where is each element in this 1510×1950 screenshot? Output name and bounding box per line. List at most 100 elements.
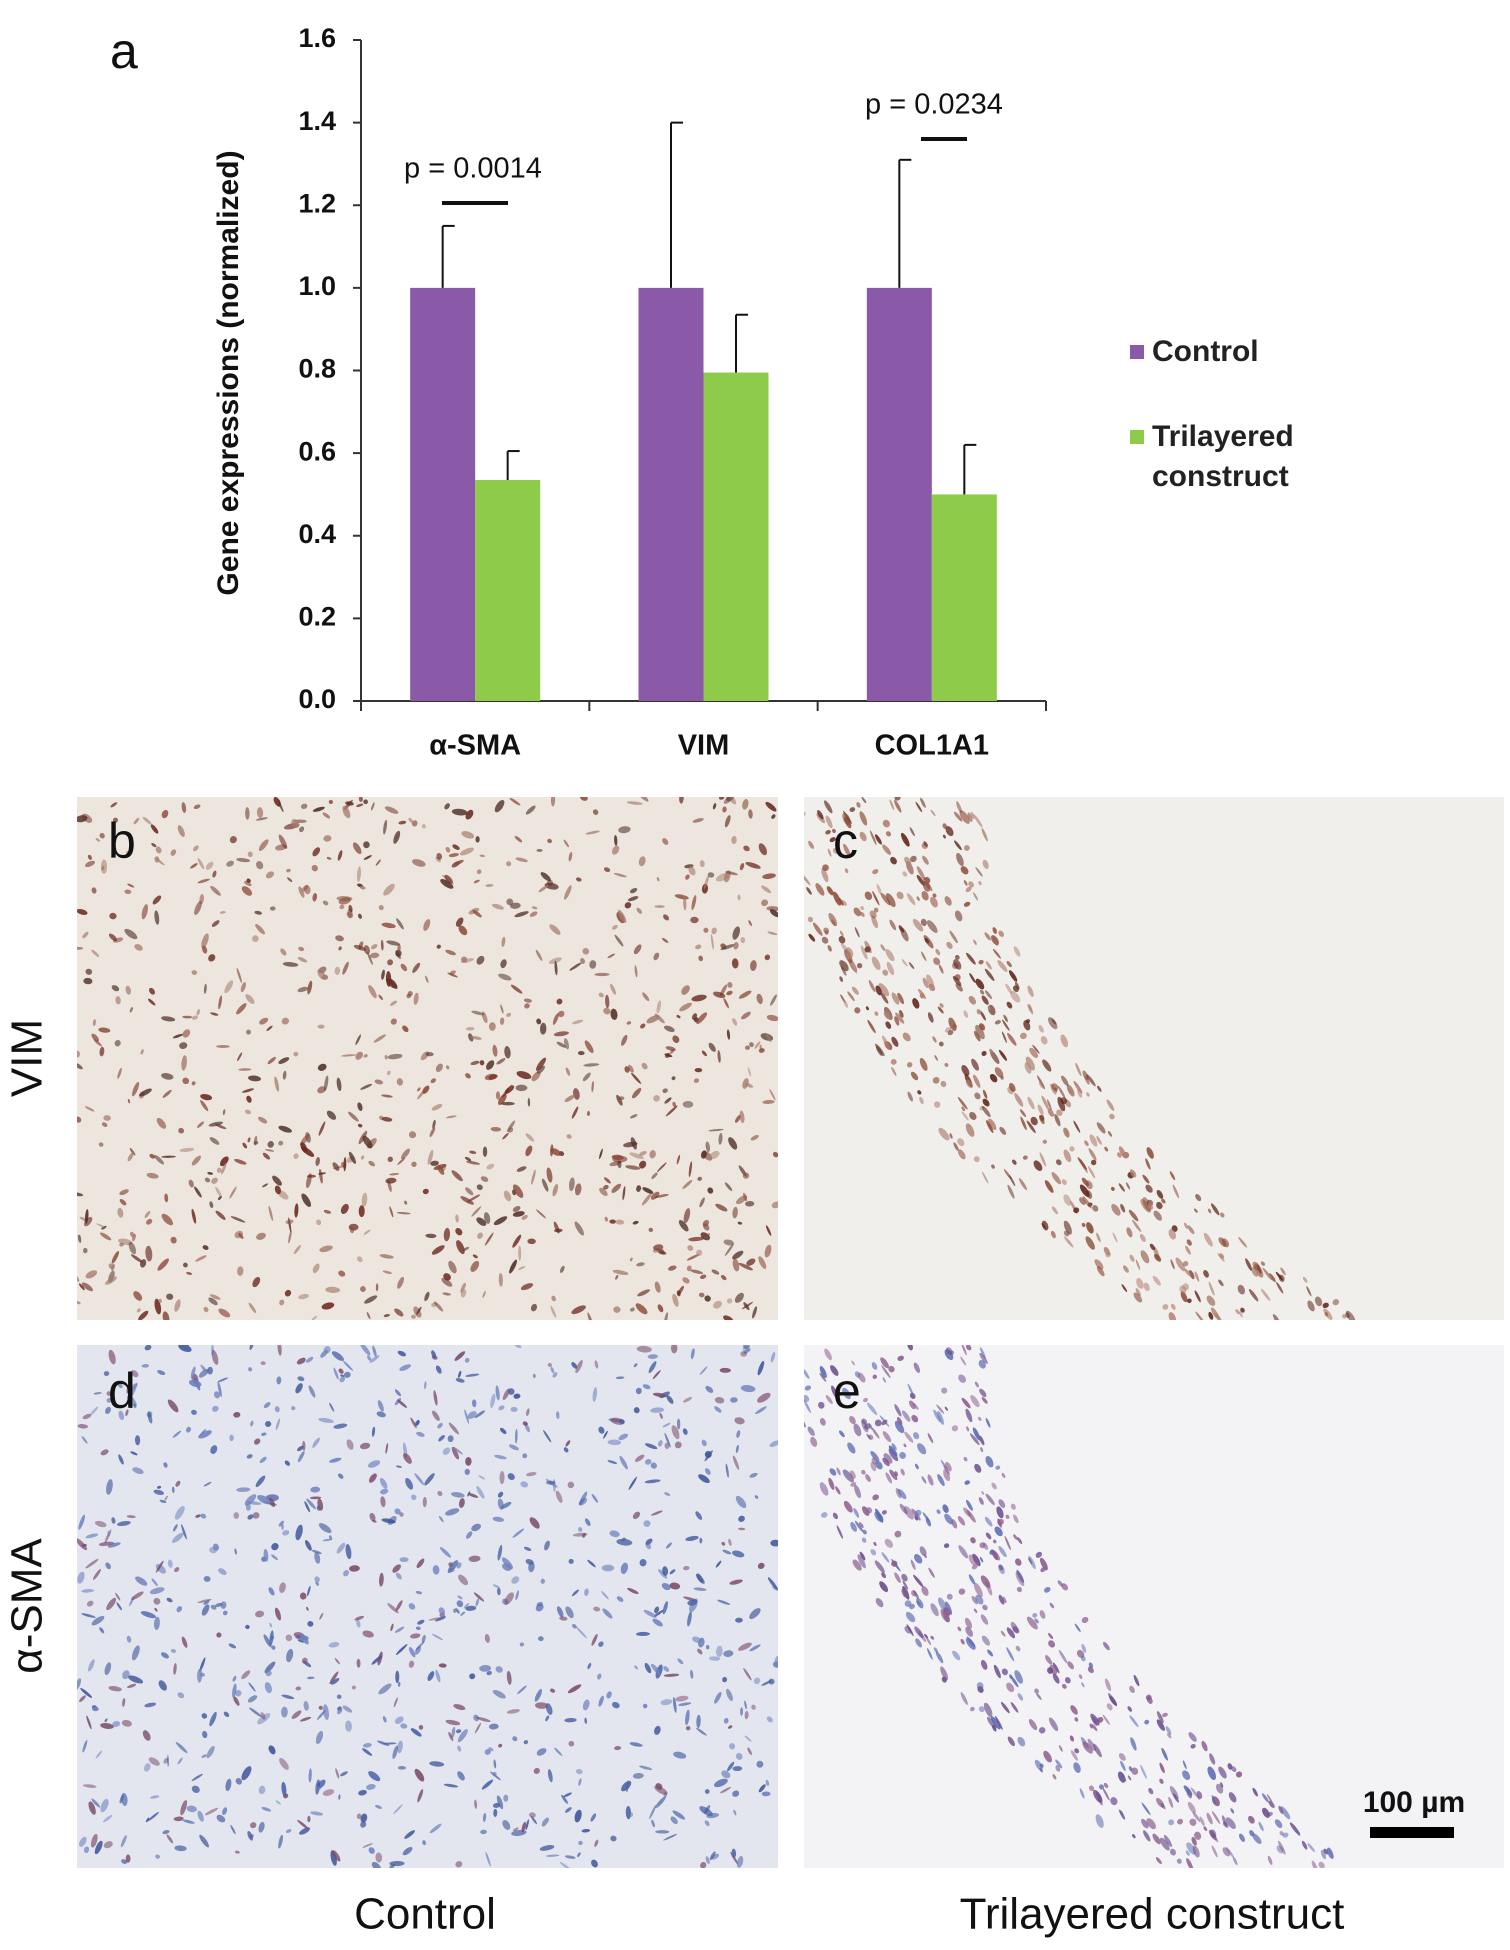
cell [1306, 1286, 1312, 1297]
cell [1014, 1670, 1023, 1684]
cell [117, 1207, 124, 1218]
cell [138, 1310, 149, 1320]
cell [103, 1115, 111, 1121]
cell [1238, 1236, 1248, 1248]
cell [1172, 1184, 1180, 1199]
cell [770, 1351, 776, 1363]
cell [248, 1075, 261, 1082]
cell [896, 891, 904, 900]
cell [281, 1706, 288, 1718]
cell [943, 1543, 950, 1549]
cell [132, 1467, 144, 1475]
cell [681, 985, 690, 995]
cell [197, 1668, 203, 1683]
cell [581, 1828, 591, 1833]
cell [682, 1179, 693, 1190]
cell [460, 1196, 474, 1205]
cell [202, 1730, 208, 1739]
cell [953, 811, 963, 822]
cell [464, 1156, 472, 1162]
cell [363, 841, 370, 849]
cell [1172, 1793, 1180, 1803]
cell [516, 1166, 527, 1172]
cell [610, 1008, 618, 1020]
cell [574, 1221, 584, 1236]
cell [984, 968, 995, 981]
cell [470, 1060, 480, 1066]
cell [900, 1468, 905, 1476]
cell [910, 1559, 916, 1570]
cell [656, 1162, 667, 1173]
cell [1087, 1666, 1094, 1674]
cell [734, 1292, 744, 1303]
cell [87, 854, 92, 860]
cell [509, 902, 521, 909]
cell [295, 1686, 302, 1691]
cell [919, 1546, 927, 1557]
cell [661, 1582, 671, 1591]
cell [744, 1735, 752, 1742]
cell [315, 1157, 320, 1166]
cell [839, 960, 849, 972]
cell [651, 1172, 658, 1180]
cell [155, 1854, 161, 1859]
cell [1182, 1261, 1189, 1267]
cell [928, 983, 936, 992]
cell [383, 1313, 390, 1318]
cell [295, 1383, 303, 1394]
cell [242, 1088, 254, 1093]
cell [455, 1861, 463, 1868]
cell [784, 1352, 794, 1366]
cell [397, 1681, 401, 1687]
cell [866, 1402, 878, 1416]
cell [1203, 1232, 1213, 1247]
cell [764, 954, 771, 961]
cell [617, 909, 627, 923]
cell [1030, 1116, 1038, 1126]
cell [209, 1711, 217, 1727]
cell [233, 1696, 240, 1706]
cell [1131, 1767, 1139, 1775]
cell [271, 1645, 276, 1650]
cell [77, 1050, 80, 1058]
cell [395, 1670, 400, 1684]
cell [726, 1029, 731, 1040]
cell [627, 896, 639, 902]
cell [311, 864, 318, 872]
cell [578, 1527, 583, 1532]
cell [1012, 1159, 1017, 1165]
cell [342, 805, 351, 819]
cell [181, 1524, 187, 1540]
cell [1210, 1829, 1217, 1838]
cell [151, 843, 157, 848]
cell [702, 1150, 713, 1161]
cell [128, 1675, 144, 1684]
cell [197, 878, 210, 884]
cell [465, 1373, 480, 1377]
cell [241, 1766, 252, 1781]
cell [116, 1602, 122, 1611]
cell [99, 1046, 105, 1057]
cell [793, 869, 803, 880]
cell [235, 1690, 242, 1697]
cell [360, 1083, 373, 1090]
cell [236, 1003, 247, 1015]
cell [937, 1006, 944, 1014]
cell [852, 1559, 862, 1571]
cell [99, 1232, 112, 1241]
cell [571, 1019, 584, 1025]
cell [282, 1530, 290, 1536]
cell [515, 857, 528, 863]
cell [949, 1133, 953, 1139]
cell [471, 1206, 482, 1217]
cell [328, 1642, 340, 1648]
x-tick-label: α-SMA [429, 730, 521, 762]
cell [293, 1153, 299, 1160]
cell [517, 1685, 527, 1695]
cell [288, 1230, 292, 1244]
cell [360, 1813, 368, 1823]
cell [151, 1578, 158, 1587]
cell [523, 1546, 532, 1551]
cell [77, 908, 88, 915]
cell [456, 1562, 462, 1569]
